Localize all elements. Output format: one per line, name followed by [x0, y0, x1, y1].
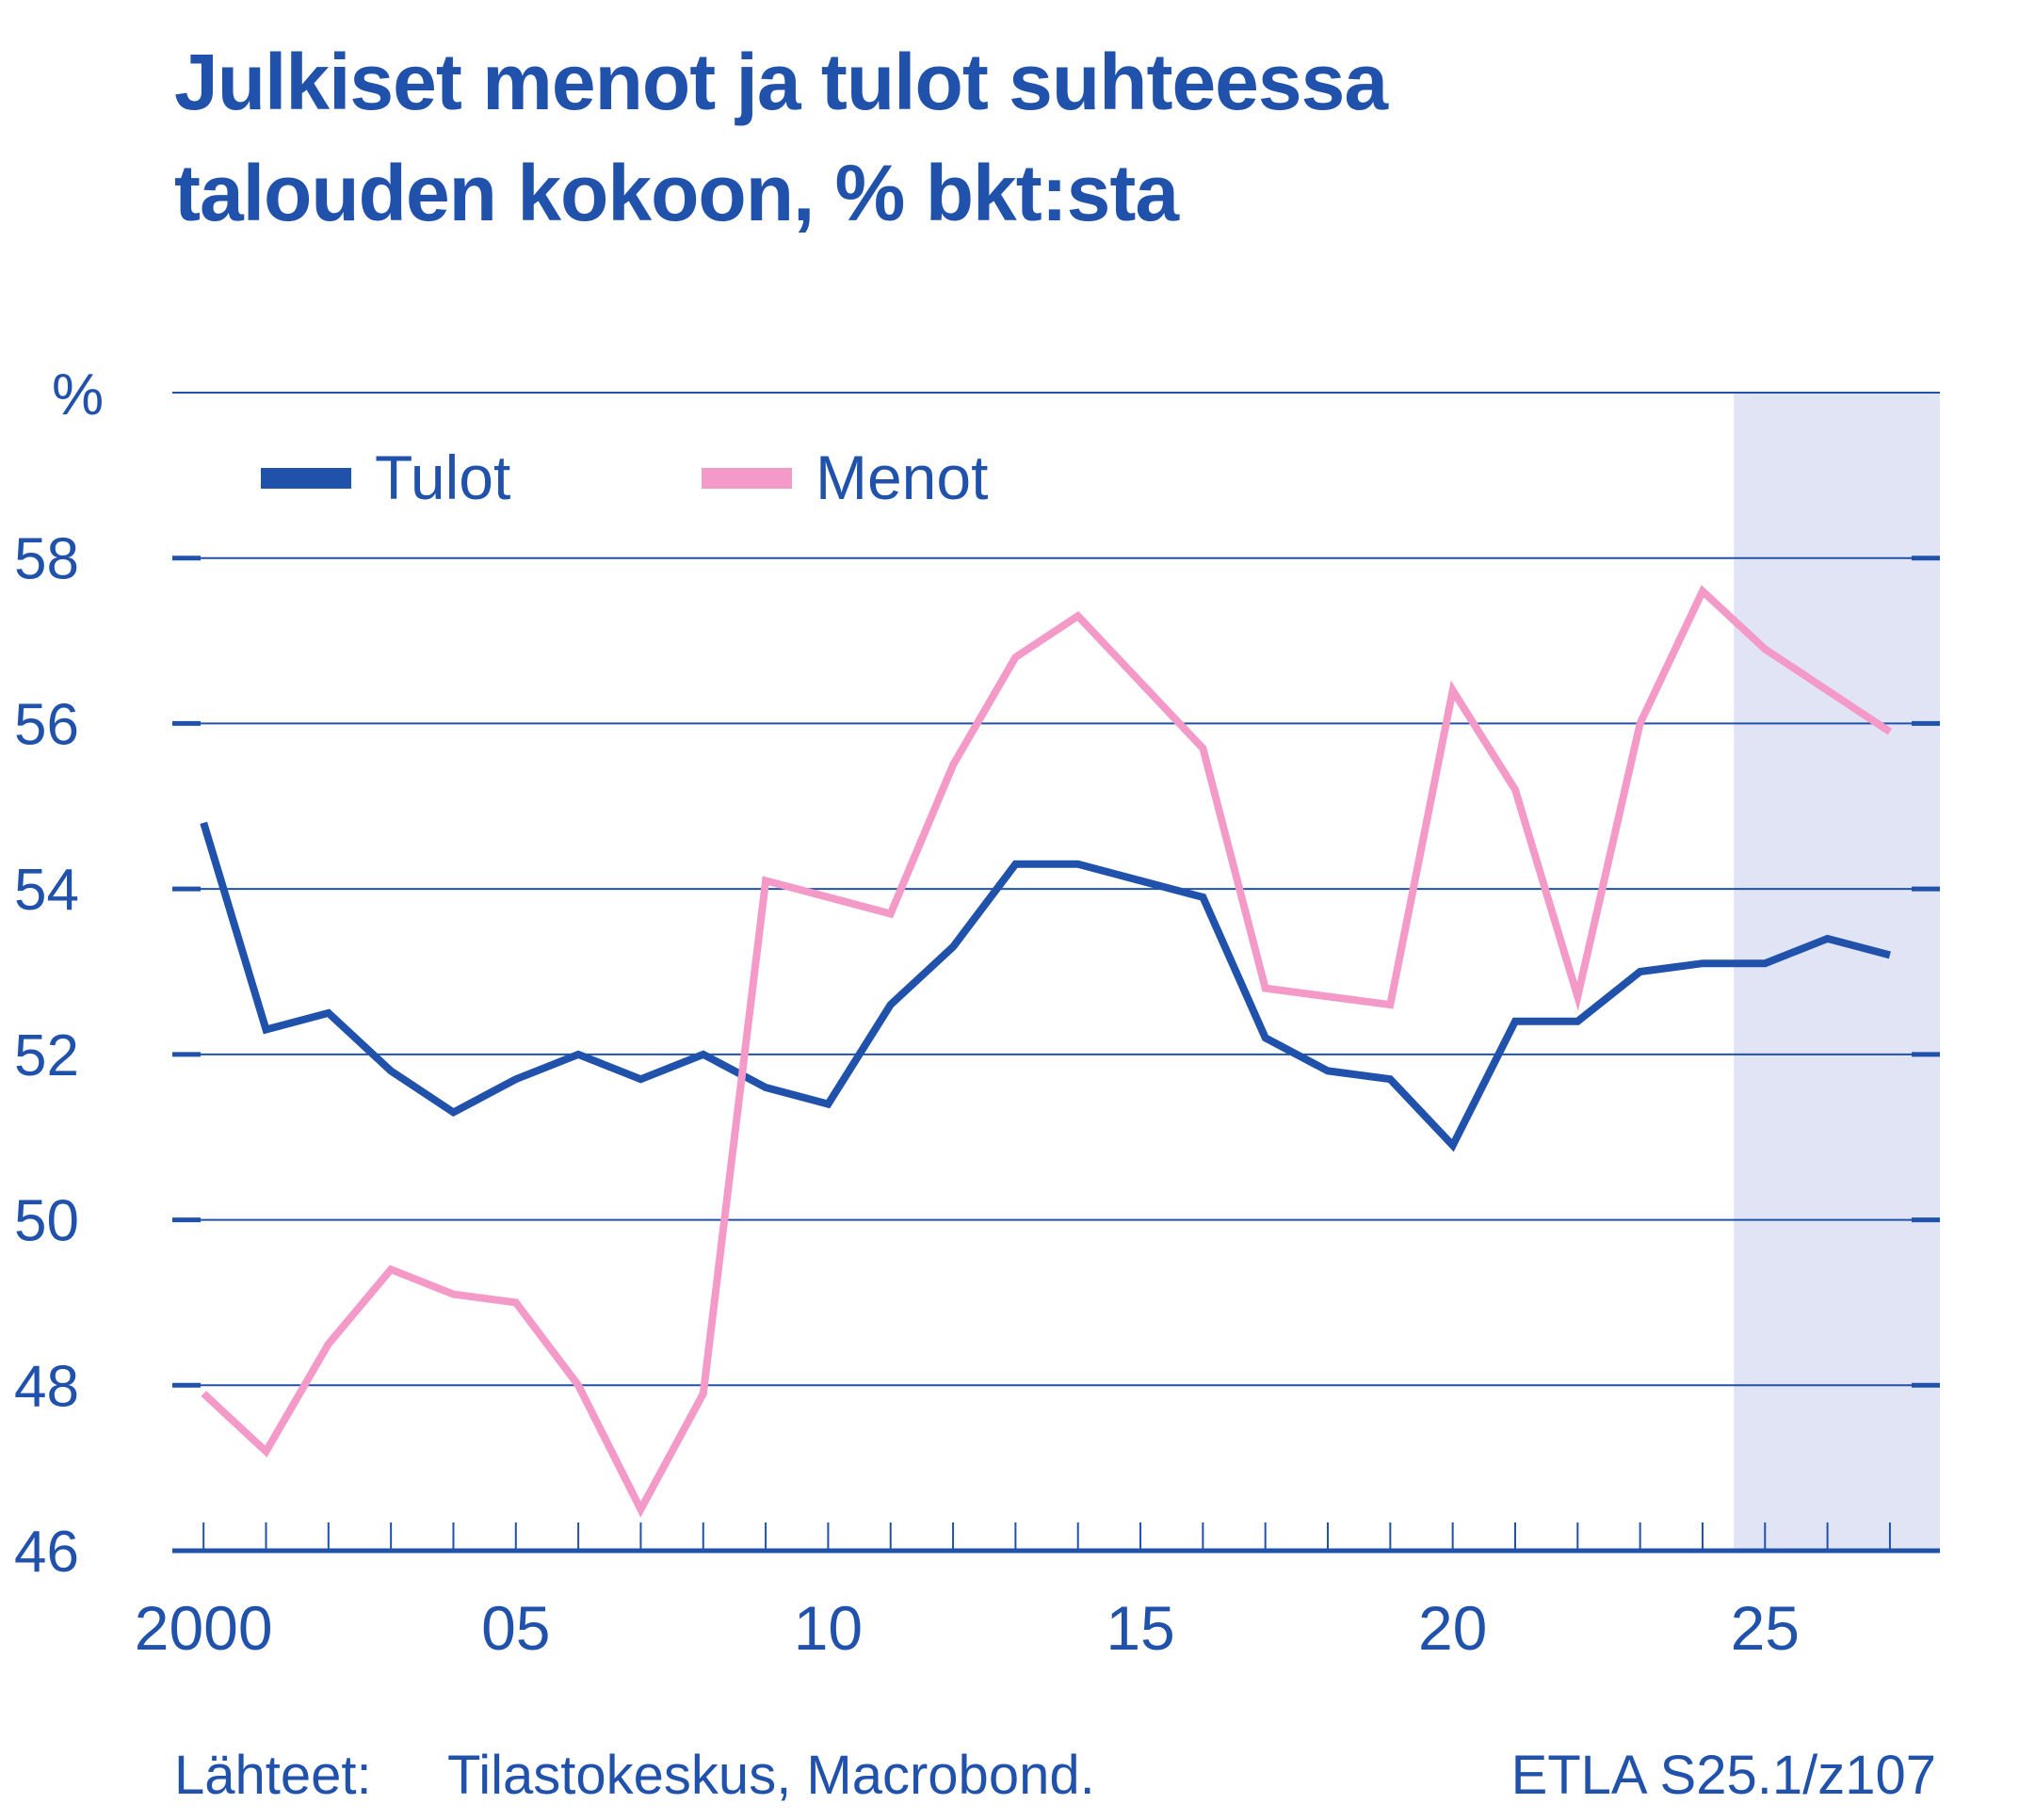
y-tick-label: 56 [14, 692, 79, 757]
y-tick-label: 54 [14, 858, 79, 923]
y-tick-label: 50 [14, 1189, 79, 1254]
x-tick-label: 25 [1731, 1593, 1800, 1663]
y-tick-label: 58 [14, 527, 79, 592]
sources-text: Tilastokeskus, Macrobond. [447, 1745, 1095, 1806]
y-tick-label: 52 [14, 1023, 79, 1088]
chart-title-line-2: talouden kokoon, % bkt:sta [174, 149, 1179, 237]
y-tick-label: 46 [14, 1520, 79, 1585]
x-tick-label: 15 [1106, 1593, 1174, 1663]
legend-label-tulot: Tulot [375, 443, 510, 512]
legend-label-menot: Menot [816, 443, 988, 512]
y-tick-label: 48 [14, 1354, 79, 1419]
x-tick-label: 05 [481, 1593, 550, 1663]
forecast-band [1734, 393, 1940, 1551]
x-tick-label: 2000 [135, 1593, 273, 1663]
y-axis-label: % [52, 362, 104, 427]
series-line-menot [201, 585, 1893, 1518]
x-tick-label: 20 [1418, 1593, 1487, 1663]
chart-code: ETLA S25.1/z107 [1510, 1745, 1936, 1806]
x-tick-label: 10 [794, 1593, 863, 1663]
series-line-tulot [200, 821, 1891, 1152]
chart-title: Julkiset menot ja tulot suhteessa taloud… [174, 26, 1963, 249]
chart-title-line-1: Julkiset menot ja tulot suhteessa [174, 38, 1388, 126]
sources-label: Lähteet: [174, 1745, 372, 1806]
